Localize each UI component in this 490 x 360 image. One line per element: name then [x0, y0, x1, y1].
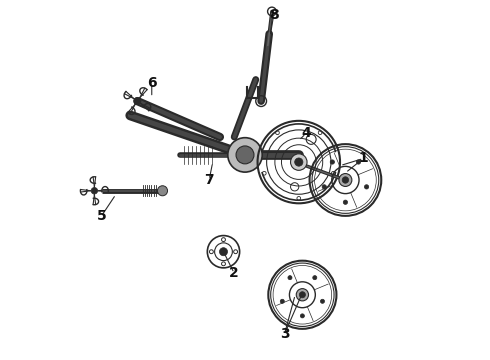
Circle shape: [220, 248, 227, 256]
Circle shape: [134, 98, 141, 105]
Text: 5: 5: [97, 209, 106, 223]
Circle shape: [339, 174, 352, 186]
Circle shape: [291, 154, 307, 170]
Circle shape: [320, 299, 324, 303]
Text: 1: 1: [359, 152, 368, 166]
Circle shape: [330, 160, 335, 164]
Circle shape: [280, 299, 284, 303]
Circle shape: [342, 177, 349, 183]
Text: 4: 4: [301, 126, 311, 140]
Circle shape: [236, 146, 254, 164]
Circle shape: [288, 276, 292, 280]
Circle shape: [294, 158, 303, 166]
Circle shape: [300, 314, 304, 318]
Circle shape: [299, 292, 305, 298]
Circle shape: [91, 188, 98, 194]
Circle shape: [296, 289, 309, 301]
Text: 7: 7: [204, 173, 214, 187]
Text: 2: 2: [229, 266, 239, 280]
Circle shape: [157, 186, 168, 196]
Text: 3: 3: [280, 327, 289, 341]
Circle shape: [356, 160, 361, 164]
Circle shape: [322, 185, 326, 189]
Circle shape: [365, 185, 368, 189]
Circle shape: [228, 138, 262, 172]
Text: 6: 6: [147, 76, 157, 90]
Text: 8: 8: [269, 8, 278, 22]
Circle shape: [313, 276, 317, 280]
Circle shape: [343, 200, 347, 204]
